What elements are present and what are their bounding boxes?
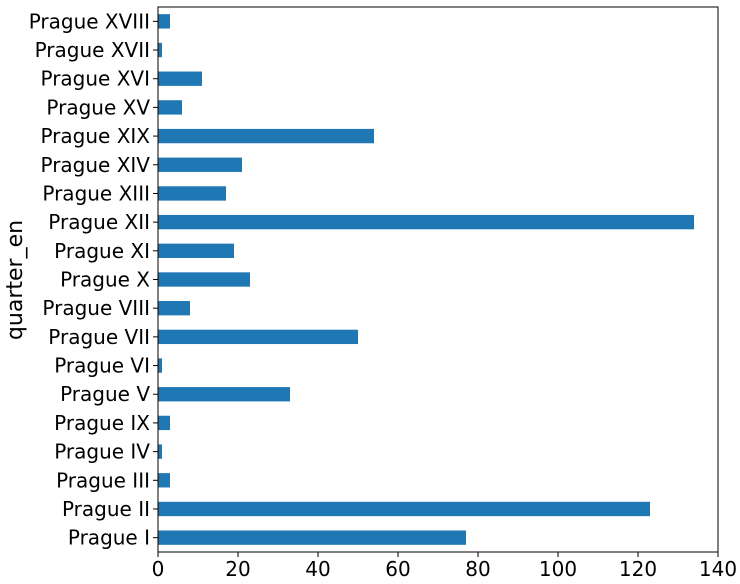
bar (158, 157, 242, 172)
x-tick-label: 120 (619, 557, 657, 581)
bar (158, 243, 234, 258)
y-tick-label: Prague III (56, 468, 150, 492)
x-axis: 0 20 40 60 80 100 120 140 (152, 552, 737, 581)
y-tick-label: Prague XVI (40, 67, 150, 91)
x-tick-label: 80 (465, 557, 490, 581)
y-tick-label: Prague VII (48, 325, 150, 349)
x-tick-label: 60 (385, 557, 410, 581)
bar (158, 272, 250, 287)
bar (158, 71, 202, 86)
bar (158, 100, 182, 115)
bars-group (158, 14, 694, 545)
bar (158, 329, 358, 345)
bar (158, 214, 694, 230)
x-tick-label: 40 (305, 557, 330, 581)
y-tick-label: Prague VIII (42, 296, 150, 320)
bar (158, 358, 162, 373)
bar (158, 444, 162, 459)
bar (158, 14, 170, 29)
y-tick-label: Prague XIII (42, 181, 150, 205)
y-tick-label: Prague VI (54, 354, 150, 378)
bar (158, 186, 226, 201)
bar (158, 387, 290, 402)
bar (158, 530, 466, 545)
y-tick-label: Prague V (60, 382, 150, 406)
y-tick-label: Prague XVIII (29, 9, 150, 33)
y-tick-label: Prague XV (46, 95, 150, 119)
y-tick-label: Prague X (60, 268, 150, 292)
bar (158, 501, 650, 517)
y-tick-label: Prague IX (54, 411, 150, 435)
y-tick-label: Prague XIV (40, 153, 150, 177)
x-tick-label: 100 (539, 557, 577, 581)
y-tick-label: Prague II (62, 497, 150, 521)
y-tick-label: Prague XIX (40, 124, 150, 148)
bar (158, 128, 374, 144)
y-tick-label: Prague IV (54, 440, 150, 464)
bar (158, 473, 170, 488)
y-tick-label: Prague XVII (35, 38, 150, 62)
x-tick-label: 0 (152, 557, 165, 581)
x-tick-label: 140 (699, 557, 737, 581)
y-tick-label: Prague XII (48, 210, 150, 234)
bar (158, 415, 170, 431)
bar (158, 301, 190, 316)
y-axis: Prague I Prague II Prague III Prague IV Prag… (29, 9, 158, 550)
y-tick-label: Prague I (68, 526, 150, 550)
x-tick-label: 20 (225, 557, 250, 581)
y-axis-label: quarter_en (3, 220, 28, 340)
y-tick-label: Prague XI (54, 239, 150, 263)
bar (158, 42, 162, 58)
